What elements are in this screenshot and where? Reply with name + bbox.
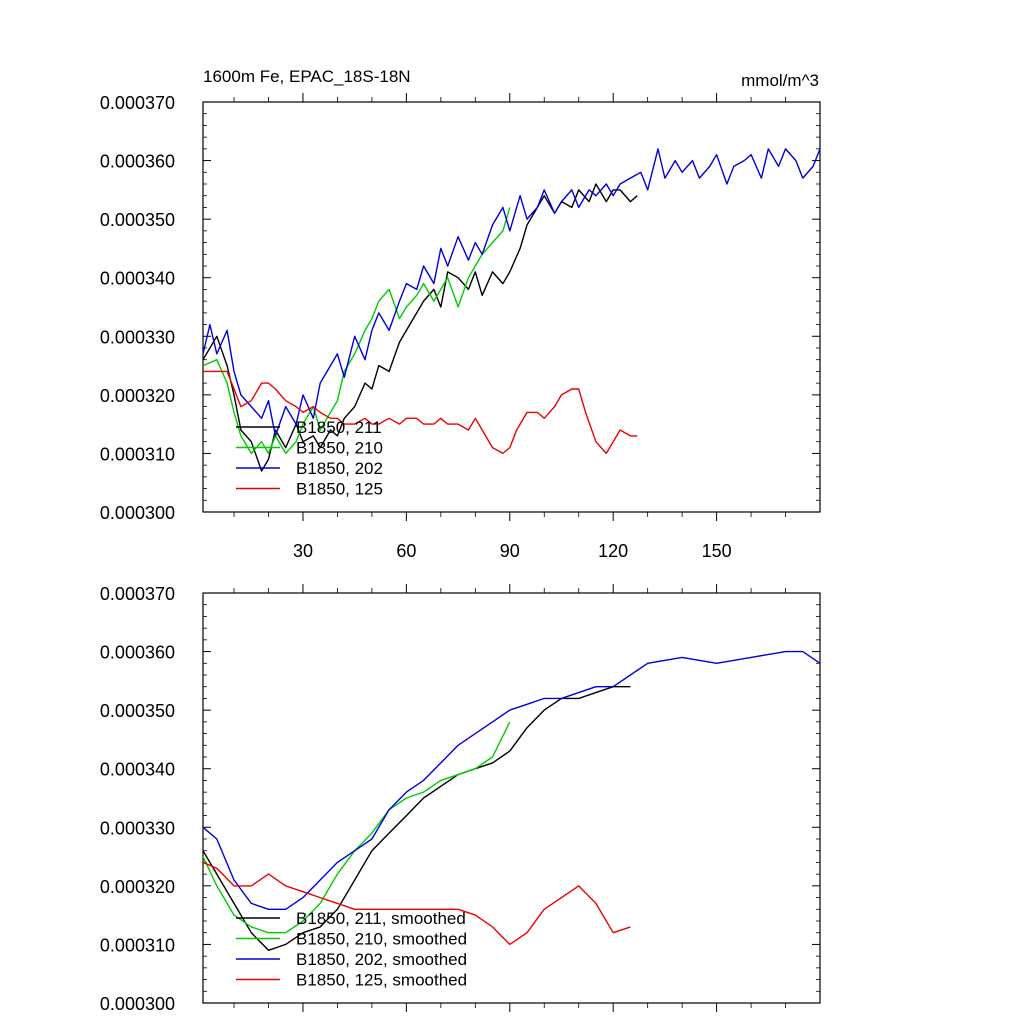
legend-label: B1850, 211, smoothed [296, 909, 466, 928]
y-tick-label: 0.000350 [100, 701, 175, 721]
legend-label: B1850, 202, smoothed [296, 950, 467, 969]
y-tick-label: 0.000360 [100, 643, 175, 663]
y-tick-label: 0.000310 [100, 935, 175, 955]
series-line-b1850-125 [203, 370, 638, 455]
top-panel-raw: 0.000300 0.000310 0.000320 0.000330 0.000340… [100, 93, 821, 561]
series-line-b1850-211-smoothed [202, 686, 631, 951]
legend-label: B1850, 202 [296, 459, 383, 478]
legend-label: B1850, 210, smoothed [296, 930, 467, 949]
chart-units: mmol/m^3 [741, 71, 819, 90]
legend-label: B1850, 125, smoothed [296, 971, 467, 990]
x-tick-label: 60 [396, 541, 416, 561]
legend-label: B1850, 211 [296, 418, 382, 437]
y-tick-label: 0.000300 [100, 994, 175, 1014]
bottom-panel-smoothed: 0.000300 0.000310 0.000320 0.000330 0.000340… [100, 584, 821, 1014]
series-line-b1850-202-smoothed [202, 650, 821, 910]
chart-title: 1600m Fe, EPAC_18S-18N [203, 67, 411, 86]
series-line-b1850-202 [202, 148, 821, 437]
x-tick-label: 120 [598, 541, 628, 561]
legend-label: B1850, 125 [296, 480, 383, 499]
x-tick-label: 90 [500, 541, 520, 561]
series-line-b1850-211 [202, 183, 638, 472]
y-tick-label: 0.000370 [100, 93, 175, 113]
y-tick-label: 0.000330 [100, 327, 175, 347]
y-tick-label: 0.000370 [100, 584, 175, 604]
plot-frame [202, 592, 821, 1004]
y-tick-label: 0.000310 [100, 444, 175, 464]
y-tick-label: 0.000360 [100, 152, 175, 172]
x-tick-label: 30 [293, 541, 313, 561]
legend-label: B1850, 210 [296, 439, 383, 458]
y-tick-label: 0.000340 [100, 760, 175, 780]
y-tick-label: 0.000320 [100, 386, 175, 406]
series-line-b1850-210 [202, 207, 511, 455]
plot-frame [202, 101, 821, 513]
series-line-b1850-125-smoothed [202, 861, 631, 946]
y-tick-label: 0.000340 [100, 269, 175, 289]
x-tick-label: 150 [702, 541, 732, 561]
y-tick-label: 0.000320 [100, 877, 175, 897]
y-tick-label: 0.000330 [100, 818, 175, 838]
y-tick-label: 0.000300 [100, 503, 175, 523]
y-tick-label: 0.000350 [100, 210, 175, 230]
